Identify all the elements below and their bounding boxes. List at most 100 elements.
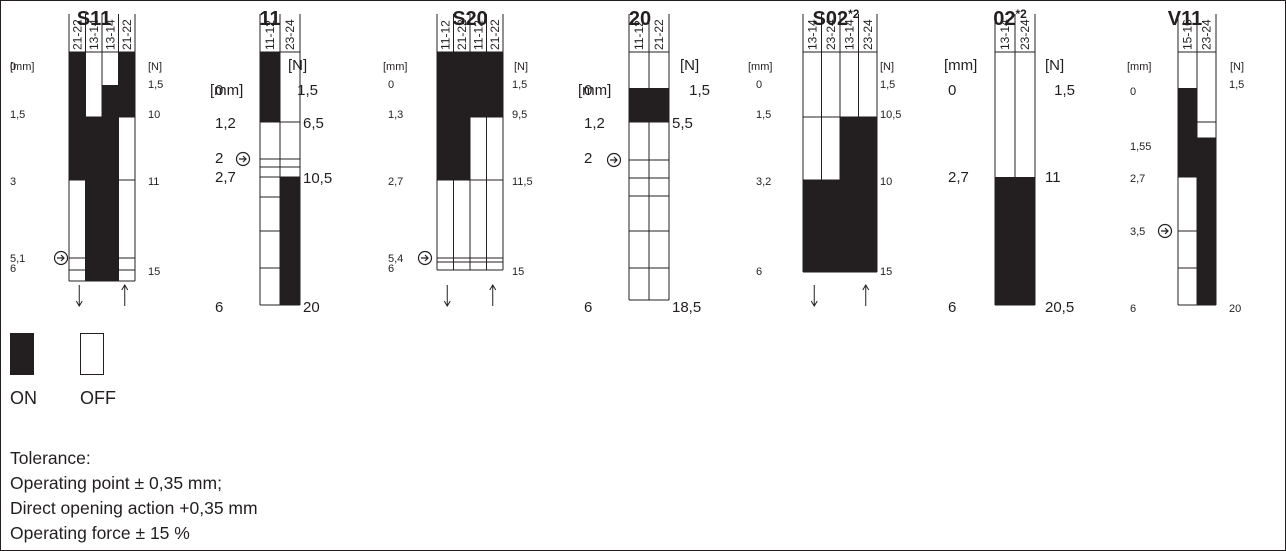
mm-label: 2: [584, 150, 592, 167]
force-label: 1,5: [1054, 82, 1075, 99]
mm-label: 1,5: [756, 109, 771, 121]
diagram-title: S02*2: [813, 7, 860, 30]
contact-label: 23-24: [283, 19, 297, 50]
force-label: 1,5: [297, 82, 318, 99]
mm-label: 0: [1130, 86, 1136, 98]
diagram-title: 20: [629, 8, 651, 30]
mm-label: 2,7: [1130, 173, 1145, 185]
on-region: [821, 180, 840, 272]
force-label: 11,5: [512, 176, 533, 188]
force-label: 11: [148, 176, 159, 188]
contact-label: 23-24: [1200, 19, 1214, 50]
on-region: [280, 177, 300, 305]
contact-label: 13-14: [805, 19, 819, 50]
n-unit: [N]: [288, 57, 307, 74]
tolerance-block: Tolerance: Operating point ± 0,35 mm; Di…: [10, 446, 258, 546]
direct-opening-arrow: [421, 254, 429, 262]
force-label: 1,5: [512, 79, 527, 91]
mm-label: 6: [1130, 303, 1136, 315]
on-region: [858, 117, 877, 272]
mm-label: 6: [215, 299, 223, 316]
diagram-title: V11: [1168, 8, 1202, 30]
force-label: 10: [880, 176, 892, 188]
diagram-s02: S02*213-14 23-24 13-14 23-24 [mm] [N] 0 1,5 3,2 6…: [748, 7, 901, 307]
contact-label: 13-14: [103, 19, 117, 50]
mm-label: 0: [388, 79, 394, 91]
force-label: 6,5: [303, 115, 324, 132]
on-region: [69, 52, 86, 180]
contact-label: 11-12: [632, 20, 646, 50]
mm-label: 6: [948, 299, 956, 316]
on-region: [437, 52, 454, 180]
contact-label: 23-24: [824, 19, 838, 50]
tolerance-line: Direct opening action +0,35 mm: [10, 498, 258, 518]
direct-opening-arrow: [1161, 227, 1169, 235]
on-region: [629, 88, 649, 122]
force-label: 1,5: [1229, 79, 1244, 91]
n-unit: [N]: [1045, 57, 1064, 74]
mm-label: 6: [388, 263, 394, 275]
on-region: [486, 52, 503, 117]
mm-unit: [mm]: [383, 61, 407, 73]
mm-label: 1,55: [1130, 141, 1151, 153]
contact-label: 13-14: [87, 19, 101, 50]
force-label: 10,5: [303, 170, 332, 187]
mm-label: 0: [756, 79, 762, 91]
contact-label: 11-12: [438, 20, 452, 50]
mm-label: 5,4: [388, 253, 403, 265]
on-region: [260, 52, 280, 122]
mm-label: 2,7: [215, 169, 236, 186]
arrow-down-icon: [75, 285, 83, 307]
contact-label: 11-12: [263, 20, 277, 50]
arrow-up-icon: [121, 284, 129, 306]
mm-label: 1,2: [584, 115, 605, 132]
contact-label: 15-16: [1181, 19, 1195, 50]
legend-off-swatch: [80, 333, 104, 375]
contact-label: 21-22: [70, 19, 84, 50]
n-unit: [N]: [1230, 61, 1244, 73]
tolerance-line: Operating point ± 0,35 mm;: [10, 473, 222, 493]
contact-label: 21-22: [488, 19, 502, 50]
mm-label: 1,2: [215, 115, 236, 132]
force-label: 15: [512, 266, 524, 278]
arrow-down-icon: [810, 285, 818, 307]
force-label: 20,5: [1045, 299, 1074, 316]
legend-on-label: ON: [10, 388, 37, 408]
force-label: 15: [880, 266, 892, 278]
mm-label: 3,5: [1130, 226, 1145, 238]
on-region: [840, 117, 859, 272]
contact-label: 11-12: [471, 20, 485, 50]
mm-label: 6: [756, 266, 762, 278]
legend-off-label: OFF: [80, 388, 116, 408]
on-region: [470, 52, 487, 117]
mm-label: 1,5: [10, 109, 25, 121]
legend-on-swatch: [10, 333, 34, 375]
force-label: 10: [148, 109, 160, 121]
on-region: [85, 117, 102, 281]
mm-label: 0: [215, 82, 223, 99]
mm-unit: [mm]: [1127, 61, 1151, 73]
contact-label: 21-22: [455, 19, 469, 50]
mm-label: 2,7: [388, 176, 403, 188]
on-region: [803, 180, 822, 272]
n-unit: [N]: [148, 61, 162, 73]
force-label: 1,5: [148, 79, 163, 91]
on-region: [649, 88, 669, 122]
mm-unit: [mm]: [578, 82, 611, 99]
mm-label: 0: [10, 61, 16, 73]
diagram-title: 11: [259, 8, 280, 30]
force-label: 10,5: [880, 109, 901, 121]
force-label: 1,5: [689, 82, 710, 99]
mm-label: 0: [948, 82, 956, 99]
mm-unit: [mm]: [10, 61, 34, 73]
mm-unit: [mm]: [748, 61, 772, 73]
on-region: [1015, 177, 1035, 305]
direct-opening-arrow: [57, 254, 65, 262]
arrow-up-icon: [489, 284, 497, 306]
contact-label: 23-24: [861, 19, 875, 50]
